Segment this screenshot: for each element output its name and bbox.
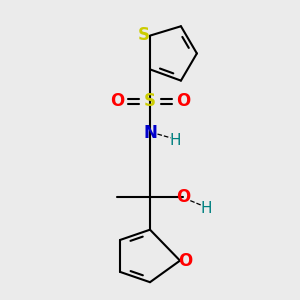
Text: H: H (200, 201, 212, 216)
Text: O: O (176, 188, 190, 206)
Text: O: O (178, 252, 193, 270)
Text: H: H (169, 133, 181, 148)
Text: N: N (143, 124, 157, 142)
Text: S: S (144, 92, 156, 110)
Text: O: O (110, 92, 124, 110)
Text: S: S (137, 26, 149, 44)
Text: O: O (176, 92, 190, 110)
